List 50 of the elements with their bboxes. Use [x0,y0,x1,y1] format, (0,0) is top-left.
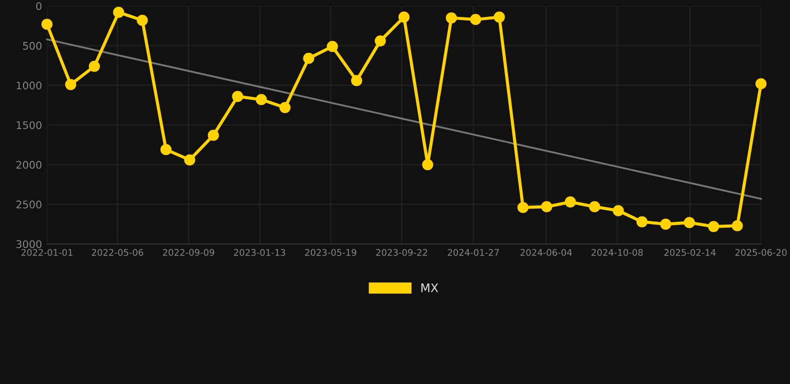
x-tick-label: 2024-06-04 [520,249,572,256]
y-tick-label: 1500 [16,121,42,130]
x-tick-label: 2023-05-19 [305,249,356,256]
point [755,78,767,90]
x-tick-label: 2025-02-14 [664,249,716,256]
point [446,12,457,24]
point [517,202,529,214]
point [374,35,386,46]
point [541,201,552,212]
y-tick-label: 3000 [16,240,42,248]
x-tick-label: 2023-01-13 [234,249,286,256]
point [612,205,624,216]
y-tick-label: 0 [36,2,42,10]
x-tick-label: 2022-09-09 [162,249,214,256]
point [184,154,196,166]
y-tick-label: 500 [23,42,42,50]
point [279,102,291,114]
point [136,14,148,26]
point [589,201,600,212]
point [256,94,267,106]
x-tick-label: 2024-01-27 [448,249,499,256]
y-tick-label: 2500 [16,200,42,208]
point [303,52,314,64]
point [65,78,76,90]
point [470,14,482,26]
point [208,130,219,141]
legend-label: MX [421,284,438,292]
point [113,6,124,18]
x-tick-label: 2022-01-01 [21,249,72,256]
point [564,196,576,208]
point [732,220,743,232]
x-tick-label: 2024-10-08 [592,249,643,256]
point [160,144,172,156]
point [326,40,338,52]
x-tick-label: 2022-05-06 [92,249,144,256]
point [88,60,100,72]
x-tick-label: 2025-06-20 [735,249,787,256]
point [351,75,362,86]
point [636,216,648,228]
point [494,12,505,23]
point [422,159,434,170]
point [708,220,720,232]
point [398,12,410,23]
point [41,18,53,30]
point [660,218,672,230]
point [232,90,244,102]
y-tick-label: 2000 [16,160,42,169]
y-tick-label: 1000 [16,82,42,90]
x-tick-label: 2023-09-22 [376,249,428,256]
point [684,217,695,228]
